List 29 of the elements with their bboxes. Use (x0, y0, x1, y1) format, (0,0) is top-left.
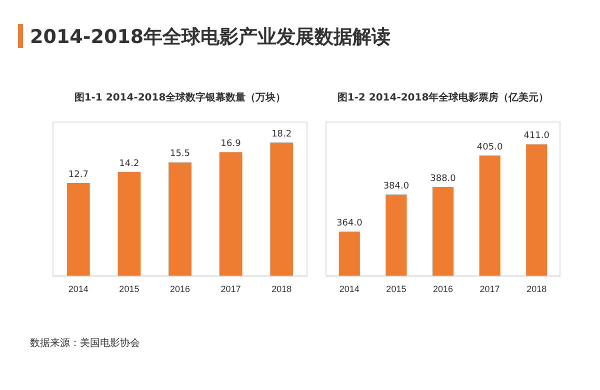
x-tick-label: 2018 (272, 284, 292, 294)
data-label: 16.9 (220, 138, 242, 149)
bar (66, 182, 90, 276)
x-tick-label: 2017 (220, 284, 241, 294)
bar (168, 162, 192, 276)
x-tick-label: 2016 (432, 284, 454, 294)
x-tick-label: 2017 (480, 284, 500, 294)
x-tick-label: 2014 (68, 284, 88, 294)
x-tick-label: 2016 (170, 284, 190, 294)
text: 2014-2018年全球电影产业发展数据解读 (30, 25, 391, 50)
data-label: 405.0 (476, 142, 503, 152)
data-label: 15.5 (170, 149, 190, 160)
chart-title: 图1-2 2014-2018年全球电影票房（亿美元） (337, 92, 549, 104)
data-label: 384.0 (383, 181, 410, 192)
bar (270, 142, 294, 276)
bar (118, 172, 141, 276)
x-tick-label: 2018 (526, 284, 547, 294)
chart-title: 图1-1 2014-2018全球数字银幕数量（万块） (74, 92, 286, 104)
x-tick-label: 2015 (386, 284, 406, 294)
data-label: 364.0 (336, 218, 363, 228)
data-label: 411.0 (524, 131, 550, 142)
x-tick-label: 2014 (339, 284, 360, 294)
data-label: 388.0 (430, 174, 456, 184)
source-note: 数据来源：美国电影协会 (30, 336, 140, 350)
data-label: 18.2 (272, 129, 292, 140)
bar (219, 152, 242, 276)
x-tick-label: 2015 (119, 284, 140, 294)
data-label: 12.7 (68, 170, 88, 180)
data-label: 14.2 (119, 158, 140, 169)
